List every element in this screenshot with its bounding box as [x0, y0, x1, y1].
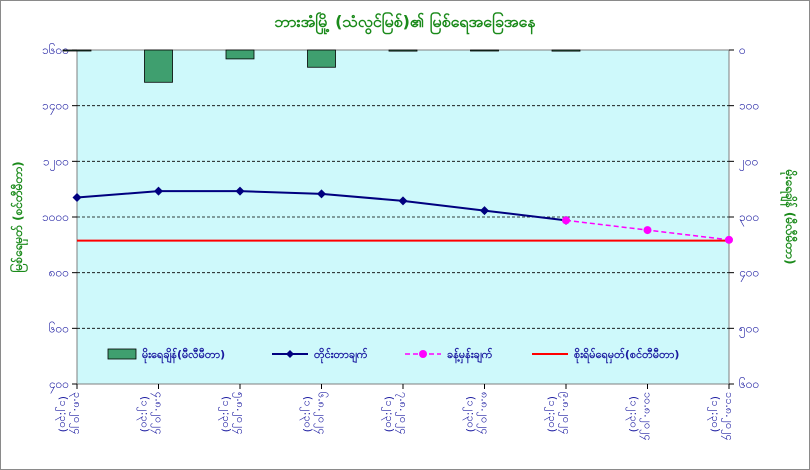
x-tick-date-1: ၄.၈.၂၀၂၄	[151, 392, 166, 435]
x-tick-date-7: ၁၀.၈.၂၀၂၄	[640, 392, 655, 441]
left-axis-tick-5: ၁၄၀၀	[42, 99, 69, 116]
left-axis-tick-6: ၁၆၀၀	[42, 42, 69, 57]
rain-bar-2	[225, 49, 255, 60]
x-tick-time-2: (၁၂:၃၀)	[218, 396, 233, 432]
x-tick-time-0: (၁၂:၃၀)	[55, 396, 70, 432]
x-tick-time-5: (၁၂:၃၀)	[463, 396, 478, 432]
right-axis-title: မိုးရေချိန် (မီလီမီတာ)	[779, 169, 799, 265]
right-axis-tick-3: ၃၀၀	[739, 210, 759, 227]
right-axis-tick-4: ၄၀၀	[739, 266, 759, 283]
left-axis-tick-4: ၁၂၀၀	[43, 154, 69, 171]
x-tick-date-8: ၁၁.၈.၂၀၂၄	[721, 392, 736, 441]
rain-bar-4	[388, 49, 418, 52]
measured-point-2	[235, 186, 245, 196]
measured-point-4	[398, 196, 408, 206]
x-tick-date-4: ၇.၈.၂၀၂၄	[395, 392, 410, 435]
left-axis-title: မြစ်ရေမှတ် (စင်တီမီတာ)	[8, 161, 29, 272]
right-axis-tick-5: ၅၀၀	[739, 321, 759, 338]
right-axis-tick-0: ၀	[739, 43, 746, 57]
x-tick-time-4: (၁၂:၃၀)	[381, 396, 396, 432]
measured-point-5	[480, 206, 489, 216]
legend-marker-measured	[286, 350, 294, 358]
measured-point-0	[72, 193, 82, 203]
left-axis-tick-3: ၁၀၀၀	[42, 210, 69, 224]
legend-marker-forecast	[419, 350, 427, 358]
measured-point-1	[154, 186, 163, 196]
x-tick-time-6: (၁၂:၃၀)	[544, 396, 559, 432]
legend-swatch-rainfall	[107, 348, 137, 360]
x-tick-date-5: ၈.၈.၂၀၂၄	[477, 392, 492, 435]
x-tick-time-3: (၁၂:၃၀)	[300, 396, 315, 432]
rain-bar-3	[307, 49, 336, 68]
x-tick-time-1: (၁၂:၃၀)	[137, 396, 152, 432]
x-tick-date-0: ၃.၈.၂၀၂၄	[69, 392, 84, 435]
x-tick-date-2: ၅.၈.၂၀၂၄	[232, 392, 247, 435]
rain-bar-1	[144, 49, 173, 83]
legend-label-forecast: ခန့်မှန်းချက်	[447, 347, 493, 364]
left-axis-tick-0: ၄၀၀	[49, 377, 69, 394]
rain-bar-5	[470, 49, 499, 52]
x-tick-time-7: (၁၂:၃၀)	[626, 396, 641, 432]
forecast-point-6	[562, 216, 570, 225]
forecast-point-8	[725, 235, 733, 244]
left-axis-tick-2: ၈၀၀	[49, 266, 69, 280]
x-tick-time-8: (၁၂:၃၀)	[707, 396, 722, 432]
right-axis-tick-1: ၁၀၀	[739, 99, 759, 113]
legend-label-rainfall: မိုးရေချိန်(မီလီမီတာ)	[142, 347, 225, 364]
left-axis-tick-1: ၆၀၀	[49, 320, 69, 335]
rain-bar-0	[62, 49, 92, 52]
rain-bar-6	[551, 49, 581, 52]
x-tick-date-6: ၉.၈.၂၀၂၄	[558, 392, 573, 435]
forecast-point-7	[643, 226, 652, 235]
right-axis-tick-2: ၂၀၀	[739, 154, 758, 171]
measured-point-3	[317, 189, 326, 199]
legend-label-measured: တိုင်းတာချက်	[314, 347, 368, 364]
legend-label-warning: စိုးရိမ်ရေမှတ်(စင်တီမီတာ)	[574, 347, 679, 364]
x-tick-date-3: ၆.၈.၂၀၂၄	[314, 392, 329, 435]
right-axis-tick-6: ၆၀၀	[739, 376, 759, 391]
